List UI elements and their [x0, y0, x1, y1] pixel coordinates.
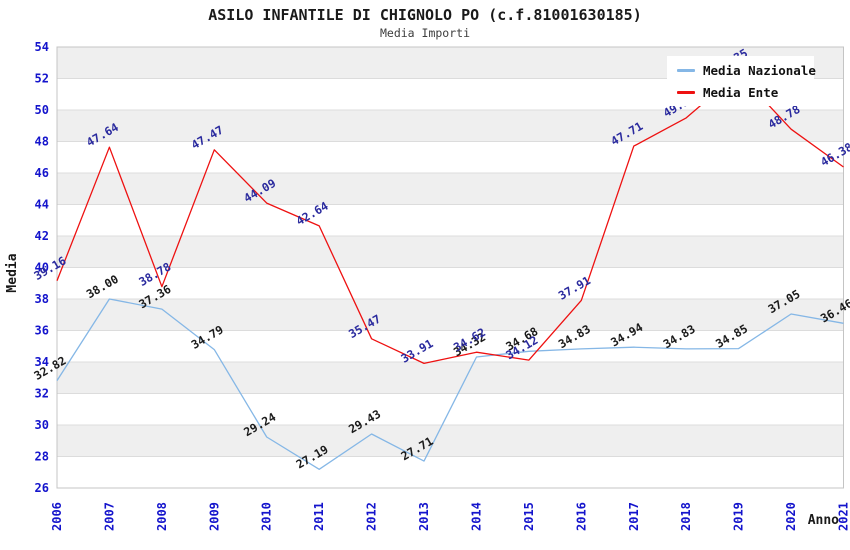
- y-tick-label: 50: [35, 103, 49, 117]
- y-tick-label: 48: [35, 135, 49, 149]
- y-tick-label: 44: [35, 198, 49, 212]
- value-label-ente: 46.38: [818, 140, 850, 169]
- series-line-media-nazionale: [56, 298, 844, 470]
- y-tick-label: 30: [35, 418, 49, 432]
- grid-band: [57, 236, 844, 268]
- value-label-nazionale: 38.00: [84, 272, 121, 301]
- x-tick-label: 2011: [312, 502, 326, 531]
- x-tick-label: 2019: [732, 502, 746, 531]
- x-tick-label: 2006: [50, 502, 64, 531]
- x-tick-label: 2016: [574, 502, 588, 531]
- legend: Media Nazionale Media Ente: [667, 56, 816, 106]
- y-tick-label: 36: [35, 324, 49, 338]
- y-tick-label: 26: [35, 481, 49, 495]
- legend-swatch-nazionale-icon: [677, 68, 695, 72]
- y-tick-label: 34: [35, 355, 49, 369]
- grid-band: [57, 299, 844, 331]
- y-tick-label: 40: [35, 261, 49, 275]
- x-tick-label: 2009: [207, 502, 221, 531]
- legend-label-nazionale: Media Nazionale: [703, 62, 816, 78]
- y-tick-label: 42: [35, 229, 49, 243]
- y-tick-label: 32: [35, 387, 49, 401]
- x-tick-label: 2008: [155, 502, 169, 531]
- grid-band: [57, 362, 844, 394]
- legend-swatch-ente-icon: [677, 90, 695, 94]
- x-tick-label: 2013: [417, 502, 431, 531]
- y-tick-label: 54: [35, 40, 49, 54]
- value-label-ente: 39.16: [32, 254, 69, 283]
- grid-band: [57, 173, 844, 205]
- plot-border: [56, 46, 844, 489]
- y-tick-label: 46: [35, 166, 49, 180]
- x-tick-label: 2014: [469, 502, 483, 531]
- grid-band: [57, 425, 844, 457]
- chart-title: ASILO INFANTILE DI CHIGNOLO PO (c.f.8100…: [208, 6, 642, 24]
- legend-item-media-nazionale: Media Nazionale: [677, 62, 816, 78]
- x-tick-label: 2012: [365, 502, 379, 531]
- x-tick-label: 2021: [837, 502, 850, 531]
- x-tick-label: 2007: [102, 502, 116, 531]
- x-tick-label: 2017: [627, 502, 641, 531]
- grid-band: [57, 110, 844, 142]
- y-axis-title: Media: [5, 253, 20, 292]
- legend-label-ente: Media Ente: [703, 84, 779, 100]
- x-tick-label: 2020: [784, 502, 798, 531]
- legend-item-media-ente: Media Ente: [677, 85, 814, 100]
- x-tick-label: 2018: [679, 502, 693, 531]
- y-tick-label: 28: [35, 450, 49, 464]
- x-axis-title: Anno: [808, 513, 839, 528]
- y-tick-label: 38: [35, 292, 49, 306]
- x-tick-label: 2010: [260, 502, 274, 531]
- value-label-ente: 33.91: [399, 336, 436, 365]
- chart-subtitle: Media Importi: [379, 26, 470, 40]
- y-tick-label: 52: [35, 72, 49, 86]
- value-label-ente: 37.91: [556, 273, 593, 302]
- x-tick-label: 2015: [522, 502, 536, 531]
